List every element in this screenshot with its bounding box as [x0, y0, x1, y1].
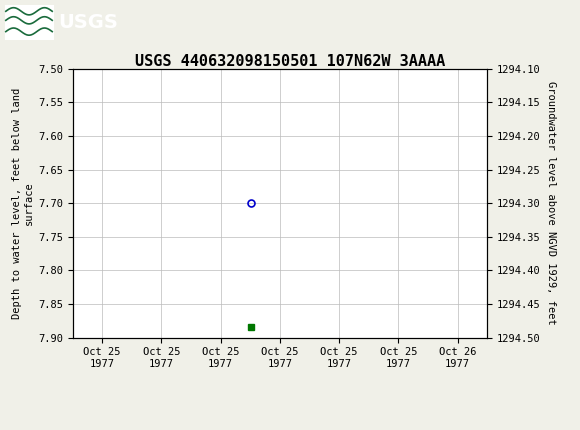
Y-axis label: Groundwater level above NGVD 1929, feet: Groundwater level above NGVD 1929, feet — [546, 81, 556, 325]
Y-axis label: Depth to water level, feet below land
surface: Depth to water level, feet below land su… — [12, 88, 34, 319]
Legend: Period of approved data: Period of approved data — [174, 427, 386, 430]
Text: USGS 440632098150501 107N62W 3AAAA: USGS 440632098150501 107N62W 3AAAA — [135, 54, 445, 69]
FancyBboxPatch shape — [5, 6, 54, 40]
Text: USGS: USGS — [58, 13, 118, 32]
